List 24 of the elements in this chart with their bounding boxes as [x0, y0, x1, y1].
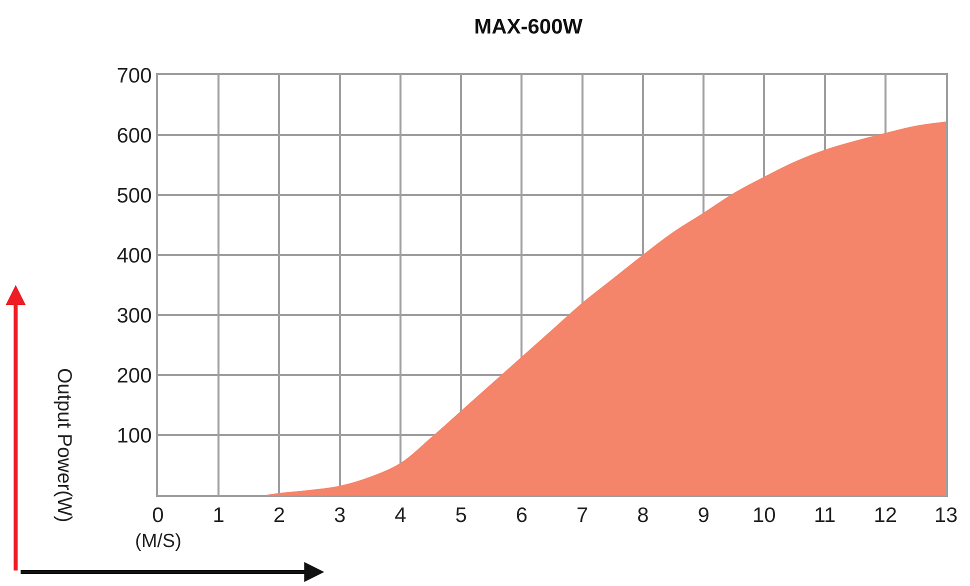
- x-tick-label: 11: [814, 504, 836, 528]
- x-tick-label: 4: [394, 504, 407, 528]
- x-tick-label: 3: [334, 504, 346, 528]
- x-tick-label: 2: [273, 504, 286, 528]
- y-tick-label: 200: [116, 364, 152, 388]
- x-axis-title: (M/S): [135, 531, 182, 552]
- y-axis-title: Output Power(W): [53, 368, 76, 522]
- y-tick-label: 400: [116, 244, 152, 268]
- y-tick-label: 600: [116, 124, 152, 148]
- x-tick-label: 1: [212, 504, 224, 528]
- x-tick-label: 0: [152, 504, 164, 528]
- y-tick-label: 500: [116, 184, 152, 208]
- x-tick-label: 8: [637, 504, 649, 528]
- x-tick-label: 5: [455, 504, 467, 528]
- x-tick-label: 13: [934, 504, 958, 528]
- y-tick-label: 100: [116, 424, 152, 448]
- x-tick-label: 10: [752, 504, 776, 528]
- y-tick-label: 700: [116, 64, 152, 88]
- x-tick-label: 6: [516, 504, 528, 528]
- chart-title: MAX-600W: [474, 16, 583, 39]
- x-tick-label: 9: [698, 504, 710, 528]
- y-tick-label: 300: [116, 304, 152, 328]
- x-tick-label: 7: [576, 504, 588, 528]
- x-tick-label: 12: [874, 504, 898, 528]
